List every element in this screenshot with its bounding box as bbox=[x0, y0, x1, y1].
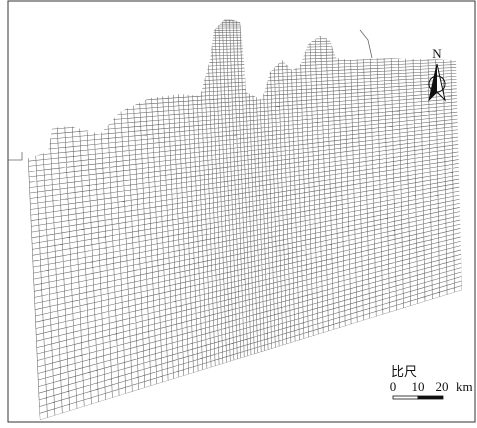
grid-lines bbox=[22, 19, 462, 420]
scale-tick-label: 20 bbox=[436, 379, 449, 394]
scale-bar: 比尺 0 10 20 km bbox=[390, 364, 473, 400]
north-arrow-ring bbox=[428, 75, 446, 93]
scale-tick-label: 10 bbox=[412, 379, 425, 394]
north-label: N bbox=[432, 46, 442, 61]
scale-unit: km bbox=[456, 379, 473, 394]
scale-tick-label: 0 bbox=[390, 379, 397, 394]
scale-segment bbox=[417, 395, 444, 400]
north-arrow: N bbox=[428, 46, 446, 102]
north-arrow-half bbox=[429, 64, 437, 100]
coastline bbox=[8, 152, 23, 161]
scale-title: 比尺 bbox=[391, 364, 417, 379]
frame bbox=[7, 0, 476, 423]
scale-segment bbox=[392, 395, 419, 400]
grid-mesh bbox=[22, 19, 462, 420]
coastline bbox=[359, 29, 373, 59]
